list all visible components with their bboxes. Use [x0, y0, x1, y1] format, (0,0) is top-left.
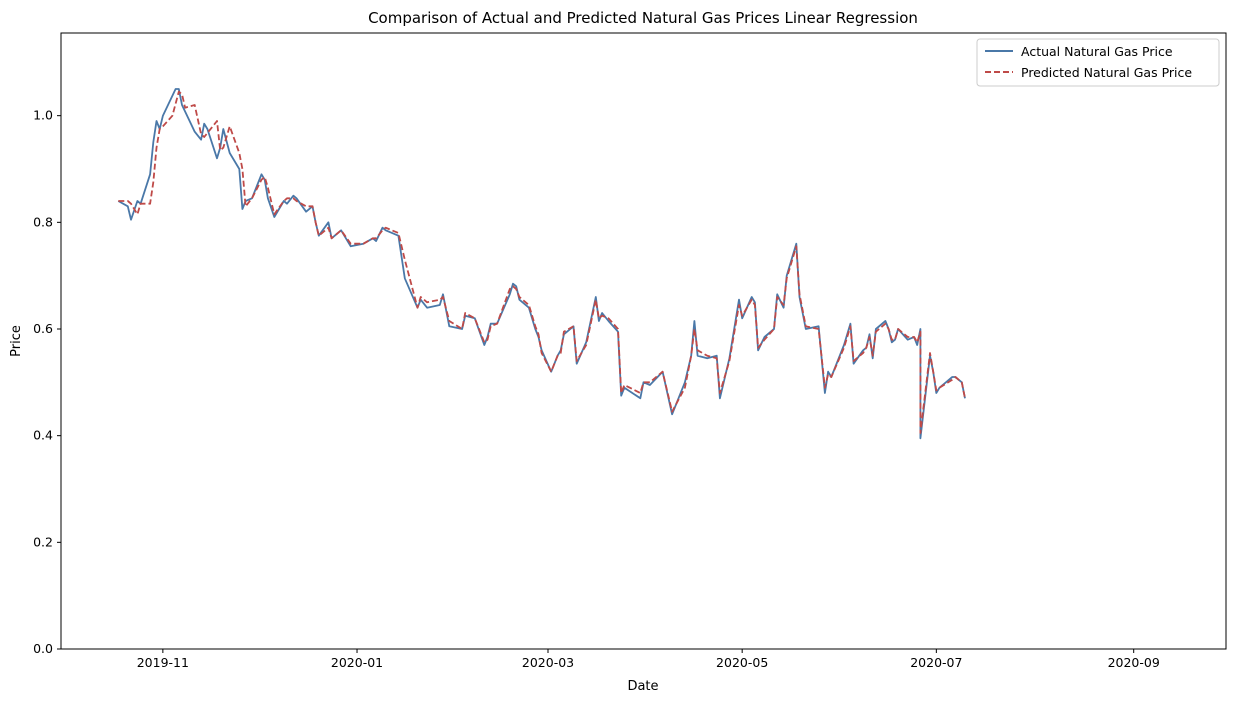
legend-label-predicted: Predicted Natural Gas Price [1021, 65, 1192, 80]
y-tick-label: 0.0 [33, 641, 53, 656]
x-tick-label: 2020-05 [716, 655, 768, 670]
y-tick-label: 0.8 [33, 214, 53, 229]
y-tick-label: 1.0 [33, 108, 53, 123]
x-tick-label: 2020-09 [1108, 655, 1160, 670]
plot-area [60, 32, 1227, 650]
x-tick-label: 2020-03 [522, 655, 574, 670]
y-axis-label: Price [9, 325, 24, 357]
x-tick-label: 2020-01 [331, 655, 383, 670]
legend-box [976, 38, 1220, 87]
legend-label-actual: Actual Natural Gas Price [1021, 44, 1173, 59]
y-tick-label: 0.2 [33, 534, 53, 549]
y-tick-label: 0.6 [33, 321, 53, 336]
y-tick-label: 0.4 [33, 428, 53, 443]
x-tick-label: 2020-07 [910, 655, 962, 670]
series-line-predicted [118, 90, 966, 434]
chart-title: Comparison of Actual and Predicted Natur… [368, 9, 918, 27]
series-layer [117, 88, 966, 440]
x-axis: 2019-11 2020-01 2020-03 2020-05 2020-07 2020-… [137, 649, 1160, 670]
x-tick-label: 2019-11 [137, 655, 189, 670]
x-axis-label: Date [627, 679, 658, 694]
y-axis: 0.0 0.2 0.4 0.6 0.8 1.0 [33, 108, 61, 656]
legend: Actual Natural Gas Price Predicted Natur… [976, 38, 1220, 87]
